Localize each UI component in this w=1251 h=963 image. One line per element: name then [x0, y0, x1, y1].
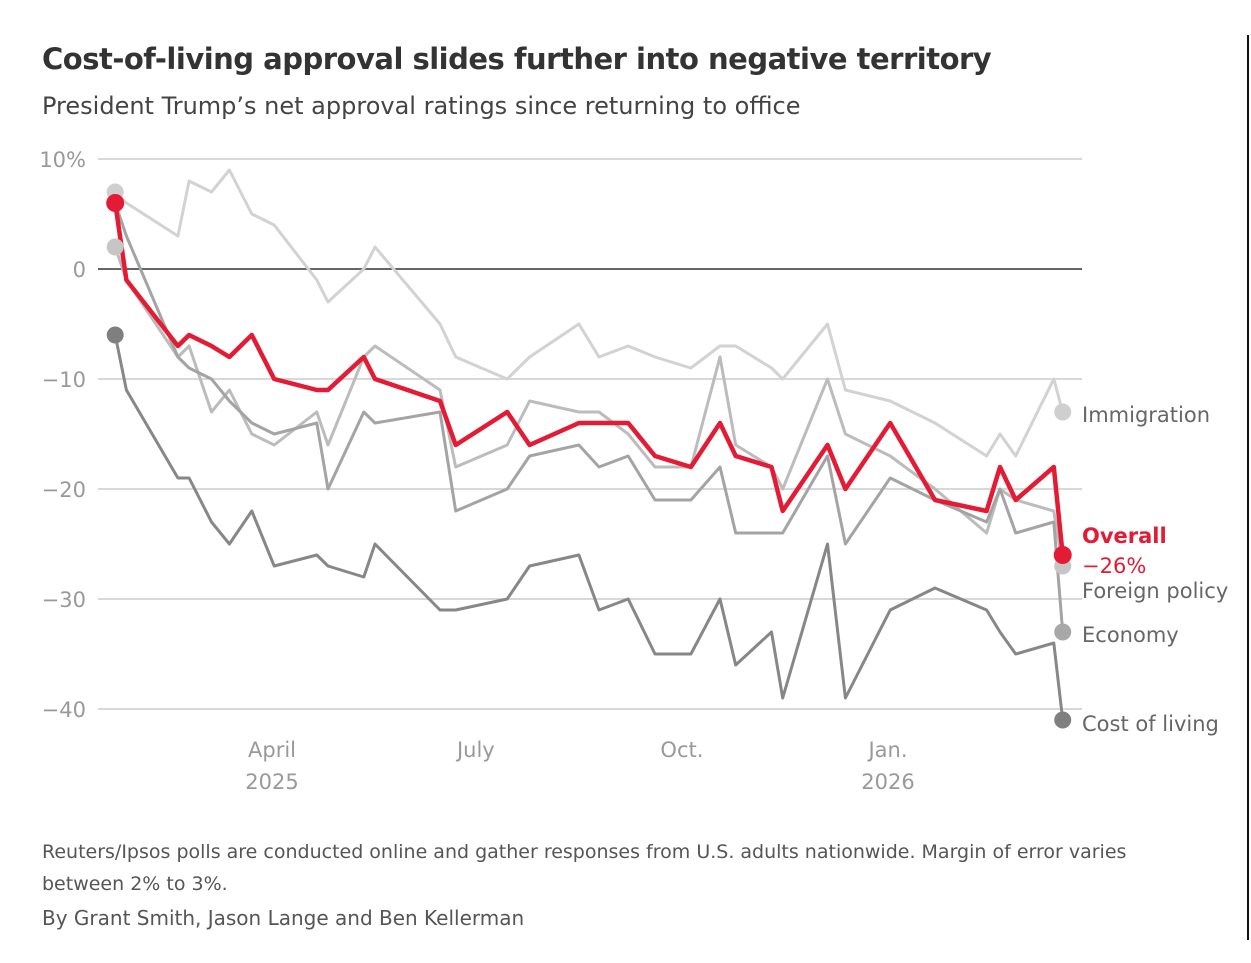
footnote: Reuters/Ipsos polls are conducted online…	[42, 841, 1127, 895]
y-tick-label: 0	[73, 258, 86, 282]
series-line-overall	[112, 202, 1065, 556]
end-point-cost-of-living	[1054, 711, 1072, 729]
series-label: Immigration	[1082, 403, 1210, 427]
series-line-economy	[113, 202, 1065, 633]
y-tick-label: −30	[42, 588, 86, 612]
end-point-overall	[1053, 546, 1072, 564]
series-line-foreign-policy	[113, 246, 1065, 567]
series-label: Overall	[1082, 524, 1167, 548]
series-line-cost-of-living	[113, 334, 1065, 721]
y-tick-label: −40	[42, 698, 86, 722]
series-label: Cost of living	[1082, 712, 1219, 736]
series-last-value: −26%	[1082, 554, 1146, 578]
x-tick-label: July	[455, 738, 495, 762]
end-point-economy	[1054, 623, 1072, 641]
start-point-cost-of-living	[106, 326, 124, 344]
byline: By Grant Smith, Jason Lange and Ben Kell…	[42, 906, 525, 930]
start-point-foreign-policy	[106, 238, 124, 256]
x-tick-label: Oct.	[660, 738, 703, 762]
series-label: Economy	[1082, 623, 1179, 647]
y-tick-label: −20	[42, 478, 86, 502]
y-tick-label: 10%	[39, 148, 86, 172]
series-line-immigration	[114, 168, 1065, 458]
x-tick-year: 2025	[245, 770, 298, 794]
page-edge-divider	[1247, 35, 1249, 940]
chart-title: Cost-of-living approval slides further i…	[42, 42, 992, 76]
end-point-immigration	[1054, 403, 1072, 421]
x-tick-label: Jan.	[866, 738, 907, 762]
series-label: Foreign policy	[1082, 579, 1228, 603]
chart-subtitle: President Trump’s net approval ratings s…	[42, 92, 801, 120]
y-tick-label: −10	[42, 368, 86, 392]
x-tick-label: April	[248, 738, 296, 762]
start-point-overall	[106, 194, 125, 212]
x-tick-year: 2026	[861, 770, 914, 794]
